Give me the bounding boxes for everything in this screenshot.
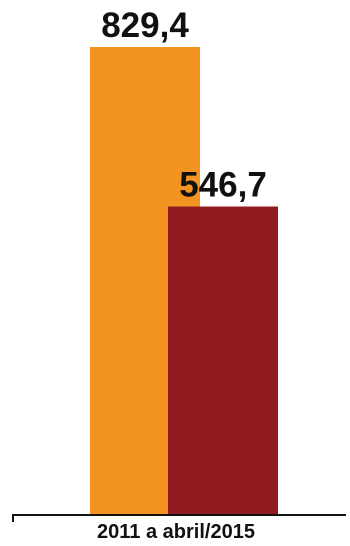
x-tick-label: 2011 a abril/2015 bbox=[97, 521, 255, 543]
value-labels-group: 829,4 546,7 bbox=[101, 6, 267, 205]
bar-2 bbox=[168, 206, 278, 515]
bars-group bbox=[90, 47, 278, 515]
data-label-1: 829,4 bbox=[101, 6, 189, 45]
data-label-2: 546,7 bbox=[179, 166, 267, 205]
